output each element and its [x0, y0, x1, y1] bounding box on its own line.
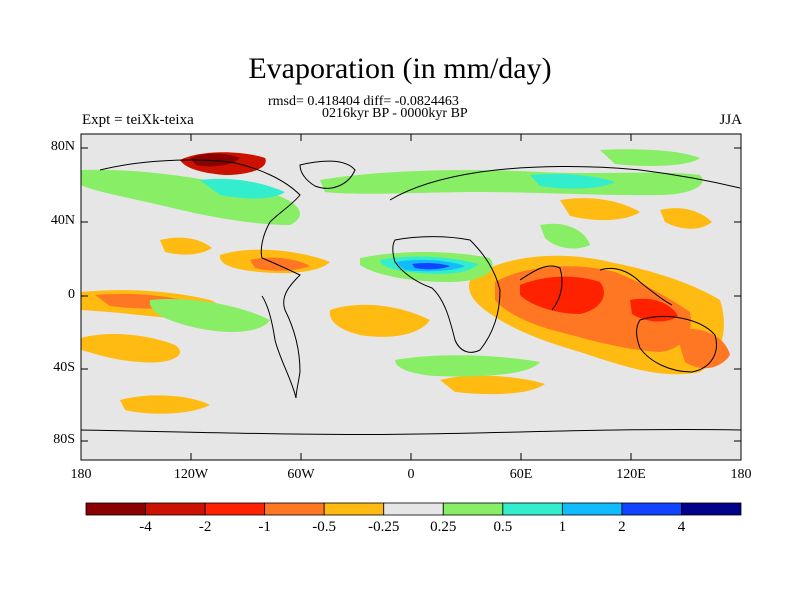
- season-label: JJA: [719, 112, 742, 128]
- period-subtitle: 0216kyr BP - 0000kyr BP: [322, 106, 468, 121]
- stats-subtitle: rmsd= 0.418404 diff= -0.0824463: [268, 94, 459, 109]
- y-tick-label: 40N: [50, 213, 75, 228]
- anomaly-fields: [81, 149, 730, 414]
- colorbar-label: 1: [558, 519, 567, 535]
- y-tick-label: 80S: [53, 432, 75, 447]
- colorbar-swatch: [85, 502, 146, 516]
- colorbar-swatch: [145, 502, 206, 516]
- colorbar-swatch: [681, 502, 742, 516]
- colorbar-label: 0.25: [430, 519, 457, 535]
- colorbar-swatch: [442, 502, 504, 516]
- colorbar-label: 4: [677, 519, 686, 535]
- colorbar-label: -0.25: [368, 519, 400, 535]
- x-tick-label: 60W: [287, 467, 315, 482]
- colorbar-swatch: [323, 502, 385, 516]
- x-tick-label: 180: [70, 467, 92, 482]
- colorbar-label: -1: [258, 519, 271, 535]
- colorbar-swatch: [264, 502, 325, 516]
- colorbar-label: -2: [198, 519, 212, 535]
- colorbar-label: 0.5: [493, 519, 513, 535]
- colorbar-swatch: [204, 502, 266, 516]
- plot-title: Evaporation (in mm/day): [248, 52, 552, 85]
- colorbar-swatch: [561, 502, 623, 516]
- y-tick-label: 40S: [53, 360, 75, 375]
- y-tick-label: 0: [68, 287, 75, 302]
- colorbar-swatch: [383, 502, 444, 516]
- y-tick-label: 80N: [50, 139, 75, 154]
- colorbar-swatch: [621, 502, 682, 516]
- colorbar-label: -0.5: [312, 519, 337, 535]
- x-tick-label: 180: [730, 467, 752, 482]
- coastlines: [81, 159, 741, 436]
- x-tick-label: 60E: [509, 467, 533, 482]
- x-tick-label: 120W: [173, 467, 209, 482]
- experiment-label: Expt = teiXk-teixa: [82, 112, 194, 128]
- colorbar-label: 2: [618, 519, 626, 535]
- colorbar-label: -4: [139, 519, 152, 535]
- x-tick-label: 0: [407, 467, 415, 482]
- colorbar-swatch: [502, 502, 563, 516]
- colorbar: [85, 502, 742, 516]
- x-tick-label: 120E: [616, 467, 646, 482]
